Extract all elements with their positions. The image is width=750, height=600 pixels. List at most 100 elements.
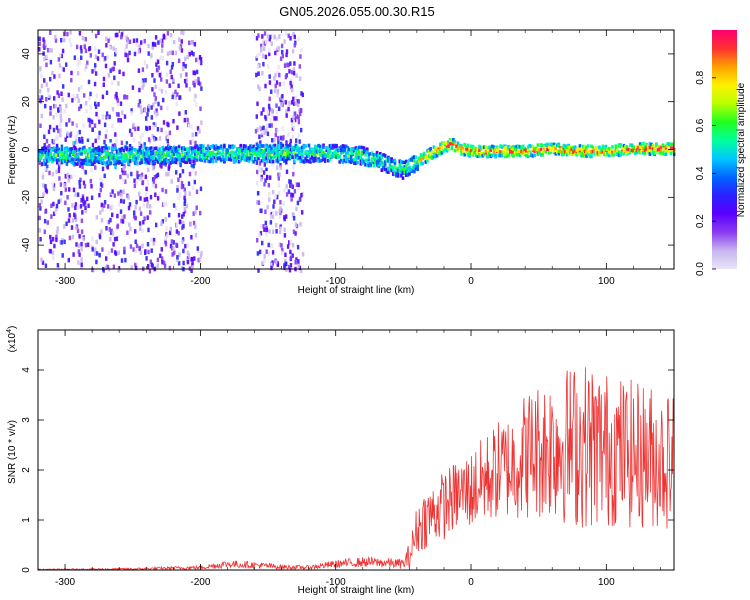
spectrogram-cell	[163, 148, 166, 152]
spectrogram-cell	[52, 146, 56, 151]
spectrogram-cell	[278, 242, 282, 248]
spectrogram-cell	[492, 152, 496, 156]
spectrogram-cell	[354, 152, 358, 157]
spectrogram-cell	[481, 154, 484, 158]
spectrogram-cell	[151, 182, 155, 188]
spectrogram-cell	[126, 230, 129, 235]
spectrogram-cell	[302, 160, 306, 164]
spectrogram-cell	[331, 154, 335, 158]
spectrogram-cell	[106, 164, 109, 170]
snr-background	[38, 330, 674, 570]
spectrogram-cell	[489, 148, 492, 152]
spectrogram-cell	[55, 158, 59, 163]
spectrogram-cell	[111, 146, 114, 150]
spectrogram-cell	[289, 263, 293, 268]
spectrogram-cell	[99, 210, 102, 215]
spectrogram-cell	[439, 151, 442, 156]
spectrogram-cell	[181, 237, 185, 242]
spectrogram-cell	[258, 86, 261, 92]
spectrogram-cell	[97, 102, 100, 107]
spectrogram-cell	[77, 155, 80, 159]
spectrogram-cell	[139, 250, 142, 255]
spectrogram-cell	[367, 161, 371, 166]
spectrogram-cell	[156, 172, 160, 178]
spectrogram-cell	[525, 148, 528, 153]
spectrogram-cell	[590, 149, 593, 154]
spectrogram-cell	[60, 38, 63, 43]
spectrogram-cell	[293, 34, 296, 40]
spectrogram-cell	[139, 135, 142, 140]
spectrogram-cell	[180, 266, 184, 271]
spectrogram-cell	[226, 155, 229, 160]
spectrogram-cell	[299, 146, 302, 151]
spectrogram-cell	[95, 93, 98, 99]
spectrogram-cell	[156, 111, 159, 116]
spectrogram-cell	[254, 147, 257, 152]
spectrogram-cell	[137, 126, 140, 131]
spectrogram-cell	[59, 161, 62, 167]
spectrogram-cell	[508, 150, 512, 154]
spectrogram-cell	[69, 42, 73, 48]
spectrogram-cell	[85, 64, 88, 69]
spectrogram-cell	[435, 154, 439, 158]
spectrogram-cell	[234, 155, 238, 159]
spectrogram-cell	[288, 101, 291, 106]
spectrogram-cell	[180, 30, 183, 35]
spectrogram-cell	[245, 153, 249, 157]
spectrogram-cell	[495, 148, 499, 152]
spectrogram-cell	[143, 38, 146, 44]
spectrogram-cell	[494, 153, 497, 158]
spectrogram-cell	[572, 146, 575, 150]
spectrogram-cell	[78, 252, 81, 257]
spectrogram-cell	[411, 156, 415, 160]
spectrogram-cell	[383, 160, 387, 164]
spectrogram-cell	[182, 30, 185, 36]
spectrogram-cell	[198, 151, 202, 156]
spectrogram-cell	[81, 139, 84, 144]
spectrogram-cell	[489, 154, 492, 159]
spectrogram-cell	[517, 149, 520, 153]
spectrogram-cell	[104, 144, 107, 148]
spectrogram-cell	[129, 227, 132, 232]
spectrogram-cell	[270, 265, 273, 271]
spectrogram-cell	[65, 151, 69, 156]
spectrogram-cell	[297, 119, 301, 125]
spectrogram-cell	[292, 159, 296, 163]
spectrogram-cell	[521, 150, 525, 155]
spectrogram-cell	[114, 162, 117, 166]
spectrogram-cell	[99, 158, 103, 163]
spectrogram-cell	[78, 184, 82, 189]
spectrogram-cell	[645, 142, 648, 147]
spectrogram-cell	[90, 195, 94, 200]
spectrogram-cell	[401, 160, 405, 165]
spectrogram-cell	[38, 157, 41, 161]
spectrogram-cell	[445, 142, 449, 146]
spectrogram-cell	[349, 150, 353, 154]
spectrogram-cell	[194, 93, 197, 99]
spectrogram-cell	[109, 36, 112, 41]
spectrogram-cell	[617, 144, 621, 148]
spectrogram-cell	[255, 56, 258, 61]
spectrogram-cell	[142, 220, 145, 225]
spectrogram-cell	[297, 99, 300, 104]
spectrogram-cell	[465, 147, 468, 151]
spectrogram-cell	[178, 37, 181, 42]
spectrogram-cell	[283, 159, 286, 163]
spectrogram-cell	[622, 151, 626, 156]
spectrogram-cell	[267, 251, 270, 256]
spectrogram-cell	[560, 147, 564, 151]
spectrogram-cell	[125, 95, 129, 100]
spectrogram-cell	[648, 142, 652, 146]
spectrogram-cell	[256, 251, 260, 256]
spectrogram-cell	[182, 260, 185, 266]
spectrogram-cell	[53, 74, 56, 79]
spectrogram-cell	[140, 172, 144, 178]
spectrogram-cell	[146, 148, 150, 152]
spectrogram-cell	[440, 148, 444, 153]
spectrogram-cell	[94, 63, 97, 68]
spectrogram-cell	[83, 150, 87, 155]
spectrogram-cell	[164, 130, 168, 136]
spectrogram-cell	[307, 159, 311, 164]
spectrogram-cell	[147, 249, 150, 255]
